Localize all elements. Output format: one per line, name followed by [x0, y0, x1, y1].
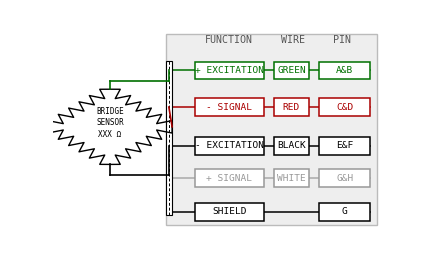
Bar — [195, 137, 264, 154]
Text: RED: RED — [283, 103, 300, 112]
Bar — [195, 98, 264, 116]
Text: E&F: E&F — [336, 141, 353, 150]
Text: + SIGNAL: + SIGNAL — [206, 174, 252, 183]
Bar — [319, 61, 370, 79]
Bar — [273, 137, 309, 154]
Text: SHIELD: SHIELD — [212, 207, 246, 216]
Bar — [319, 203, 370, 221]
Text: G: G — [342, 207, 348, 216]
Text: C&D: C&D — [336, 103, 353, 112]
Text: PIN: PIN — [333, 35, 351, 45]
Text: - SIGNAL: - SIGNAL — [206, 103, 252, 112]
Text: G&H: G&H — [336, 174, 353, 183]
Text: BRIDGE
SENSOR
XXX Ω: BRIDGE SENSOR XXX Ω — [96, 107, 124, 139]
Bar — [319, 137, 370, 154]
Text: BLACK: BLACK — [277, 141, 306, 150]
Bar — [319, 98, 370, 116]
Text: WIRE: WIRE — [281, 35, 305, 45]
Text: GREEN: GREEN — [277, 66, 306, 75]
Bar — [273, 98, 309, 116]
Bar — [273, 169, 309, 187]
Text: - EXCITATION: - EXCITATION — [195, 141, 264, 150]
Bar — [273, 61, 309, 79]
Bar — [195, 203, 264, 221]
Bar — [166, 61, 172, 215]
Text: + EXCITATION: + EXCITATION — [195, 66, 264, 75]
Bar — [195, 169, 264, 187]
Text: A&B: A&B — [336, 66, 353, 75]
Bar — [165, 34, 376, 225]
Bar — [319, 169, 370, 187]
Text: FUNCTION: FUNCTION — [206, 35, 253, 45]
Text: WHITE: WHITE — [277, 174, 306, 183]
Bar — [195, 61, 264, 79]
